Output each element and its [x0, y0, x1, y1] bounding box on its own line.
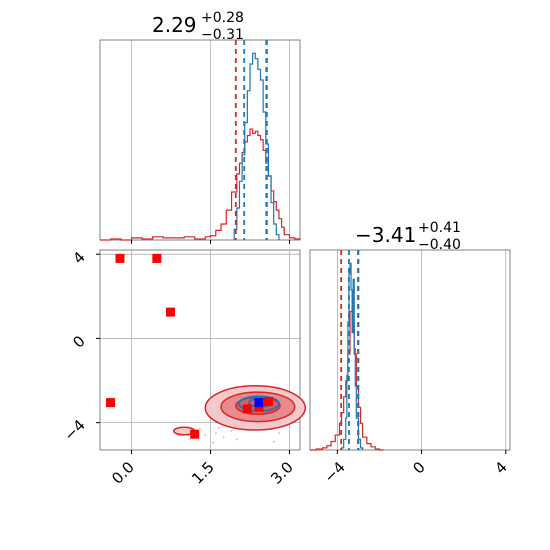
histogram-blue — [233, 52, 280, 240]
title-x-minus: −0.31 — [201, 27, 244, 43]
sample-dot — [188, 438, 191, 441]
axes-frame — [99, 39, 301, 241]
scatter-xtick-label: 1.5 — [188, 458, 218, 488]
scatter-point-blue — [254, 398, 264, 408]
hist-y-xtick-label: 0 — [409, 458, 428, 477]
scatter-point-red — [166, 307, 176, 317]
scatter-xtick-label: 3.0 — [267, 458, 297, 488]
sample-dot — [272, 440, 275, 443]
panel-scatter — [96, 249, 307, 454]
scatter-ytick-label: −4 — [60, 416, 88, 444]
scatter-point-red — [152, 253, 162, 263]
sample-dot — [217, 426, 220, 429]
panel-histogram-y — [309, 249, 511, 454]
hist-y-xtick-label: 4 — [491, 458, 510, 477]
sample-dot — [212, 441, 215, 444]
title-y-plus: +0.41 — [418, 220, 461, 236]
hist-y-xtick-label: −4 — [320, 458, 348, 486]
sample-dot — [277, 432, 280, 435]
scatter-point-red — [115, 253, 125, 263]
sample-dot — [204, 434, 207, 437]
scatter-ytick-label: 4 — [69, 248, 88, 267]
scatter-xtick-label: 0.0 — [108, 458, 138, 488]
scatter-point-red — [263, 397, 273, 407]
sample-dot — [235, 438, 238, 441]
sample-dot — [214, 432, 217, 435]
title-x-value: 2.29 — [152, 13, 197, 37]
histogram-red — [310, 310, 384, 451]
title-y-value: −3.41 — [355, 223, 416, 247]
tick-labels: 0.0 1.5 3.0 4 0 −4 −4 0 4 — [60, 248, 510, 488]
title-x-plus: +0.28 — [201, 10, 244, 26]
scatter-point-red — [190, 429, 200, 439]
title-y-minus: −0.40 — [418, 237, 461, 253]
sample-dot — [222, 436, 225, 439]
sample-dot — [230, 430, 233, 433]
scatter-point-red — [242, 404, 252, 414]
axes-frame — [99, 249, 301, 451]
histogram-red — [100, 128, 301, 241]
sample-dot — [199, 427, 201, 430]
axes-frame — [309, 249, 511, 451]
histogram-blue — [340, 262, 364, 450]
scatter-ytick-label: 0 — [69, 332, 88, 351]
panel-histogram-x — [99, 39, 301, 244]
scatter-point-red — [106, 398, 116, 408]
